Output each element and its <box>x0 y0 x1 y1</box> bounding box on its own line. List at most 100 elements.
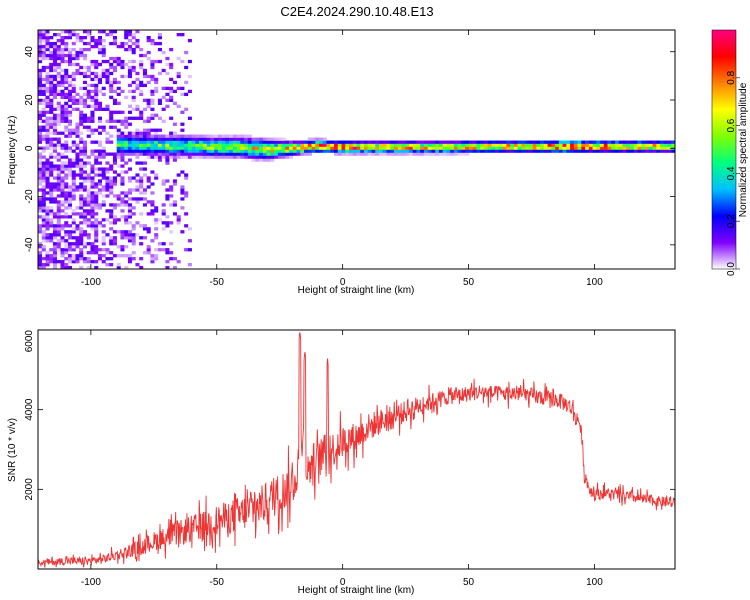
spectrogram-cell <box>82 161 88 165</box>
spectrogram-cell <box>56 179 61 183</box>
spectrogram-cell <box>86 41 91 46</box>
spectrogram-cell <box>255 140 260 144</box>
spectrogram-cell <box>67 80 73 85</box>
spectrogram-cell <box>498 143 503 147</box>
spectrogram-cell <box>82 197 88 201</box>
spectrogram-cell <box>64 44 69 49</box>
spectrogram-cell <box>180 122 185 126</box>
spectrogram-cell <box>472 149 477 153</box>
spectrogram-cell <box>120 143 125 147</box>
spectrogram-cell <box>64 239 69 243</box>
spectrogram-cell <box>401 146 406 150</box>
spectrogram-cell <box>52 245 58 249</box>
spectrogram-cell <box>135 161 140 165</box>
spectrogram-cell <box>112 230 117 234</box>
spectrogram-cell <box>341 146 346 150</box>
spectrogram-cell <box>139 224 144 228</box>
spectrogram-cell <box>105 251 110 255</box>
spectrogram-cell <box>101 167 106 171</box>
spectrogram-cell <box>450 152 455 156</box>
spectrogram-cell <box>457 143 462 147</box>
spectrogram-cell <box>184 50 189 55</box>
spectrogram-cell <box>45 86 50 91</box>
spectrogram-cell <box>86 242 91 246</box>
spectrogram-cell <box>139 89 144 94</box>
spectrogram-cell <box>67 194 73 198</box>
spectrogram-cell <box>109 179 114 183</box>
spectrogram-cell <box>184 137 189 141</box>
spectrogram-cell <box>247 152 252 156</box>
spectrogram-cell <box>45 116 50 120</box>
spectrogram-y-label: Frequency (Hz) <box>7 116 18 185</box>
spectrogram-cell <box>112 56 117 61</box>
spectrogram-cell <box>82 155 88 159</box>
spectrogram-cell <box>165 260 170 264</box>
spectrogram-cell <box>71 62 76 67</box>
spectrogram-cell <box>157 128 162 132</box>
spectrogram-cell <box>67 206 73 210</box>
spectrogram-cell <box>52 59 58 64</box>
spectrogram-cell <box>465 152 470 156</box>
spectrogram-cell <box>259 140 264 144</box>
spectrogram-cell <box>52 197 58 201</box>
spectrogram-cell <box>45 221 50 225</box>
spectrogram-cell <box>262 146 267 150</box>
spectrogram-cell <box>38 209 43 213</box>
spectrogram-cell <box>244 146 249 150</box>
spectrogram-cell <box>97 170 102 174</box>
spectrogram-cell <box>266 137 271 141</box>
spectrogram-cell <box>131 242 136 246</box>
spectrogram-cell <box>52 266 58 270</box>
spectrogram-cell <box>52 107 58 111</box>
spectrogram-cell <box>41 77 46 82</box>
spectrogram-cell <box>112 68 117 73</box>
spectrogram-cell <box>120 137 125 141</box>
spectrogram-cell <box>94 155 99 159</box>
spectrogram-cell <box>56 47 61 52</box>
spectrogram-cell <box>38 167 43 171</box>
spectrogram-cell <box>60 239 65 243</box>
spectrogram-cell <box>94 206 99 210</box>
spectrogram-cell <box>247 137 252 141</box>
spectrogram-cell <box>150 74 155 79</box>
spectrogram-cell <box>90 131 95 135</box>
spectrogram-cell <box>41 113 46 117</box>
spectrogram-cell <box>64 104 69 108</box>
spectrogram-cell <box>247 134 252 138</box>
spectrogram-cell <box>127 59 132 64</box>
spectrogram-cell <box>172 80 177 85</box>
spectrogram-cell <box>127 197 132 201</box>
spectrogram-cell <box>142 149 147 153</box>
spectrogram-cell <box>52 83 58 88</box>
spectrogram-cell <box>139 167 144 171</box>
snr-x-tick-label: 100 <box>586 577 603 588</box>
spectrogram-cell <box>116 140 121 144</box>
spectrogram-cell <box>461 152 466 156</box>
spectrogram-cell <box>86 173 91 177</box>
spectrogram-cell <box>135 173 140 177</box>
spectrogram-cell <box>165 137 170 141</box>
spectrogram-cell <box>45 191 50 195</box>
spectrogram-cell <box>56 119 61 123</box>
spectrogram-cell <box>56 89 61 94</box>
spectrogram-cell <box>146 74 151 79</box>
spectrogram-cell <box>247 155 252 159</box>
spectrogram-cell <box>588 149 593 153</box>
spectrogram-cell <box>49 77 54 82</box>
spectrogram-cell <box>120 230 125 234</box>
spectrogram-cell <box>127 212 132 216</box>
spectrogram-cell <box>60 179 65 183</box>
spectrogram-cell <box>176 146 181 150</box>
spectrogram-cell <box>49 107 54 111</box>
spectrogram-cell <box>502 149 507 153</box>
spectrogram-cell <box>127 257 132 261</box>
spectrogram-cell <box>64 113 69 117</box>
spectrogram-cell <box>49 125 54 129</box>
spectrogram-cell <box>131 41 136 46</box>
spectrogram-cell <box>64 212 69 216</box>
spectrogram-cell <box>86 128 91 132</box>
spectrogram-y-tick-label: -40 <box>24 237 35 252</box>
spectrogram-cell <box>41 134 46 138</box>
spectrogram-cell <box>217 143 222 147</box>
